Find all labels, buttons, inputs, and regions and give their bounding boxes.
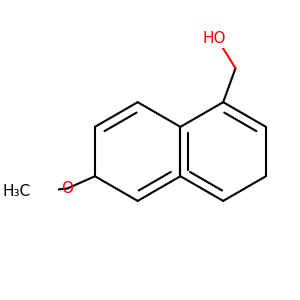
Text: O: O [61,181,73,196]
Text: HO: HO [202,32,226,46]
Text: H₃C: H₃C [2,184,30,199]
